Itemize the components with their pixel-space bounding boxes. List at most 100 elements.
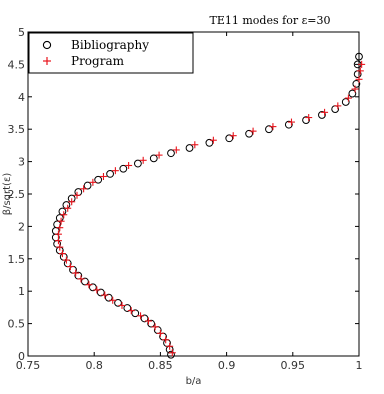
bibliography-point bbox=[318, 111, 326, 119]
legend-label-bibliography: Bibliography bbox=[71, 38, 149, 52]
bibliography-point bbox=[131, 309, 140, 318]
program-point bbox=[111, 167, 119, 175]
bibliography-point bbox=[96, 288, 105, 297]
program-point bbox=[351, 85, 359, 93]
bibliography-point bbox=[58, 207, 67, 216]
program-point bbox=[109, 296, 117, 304]
bibliography-point bbox=[284, 120, 293, 129]
bibliography-point bbox=[185, 144, 194, 152]
program-point bbox=[229, 132, 237, 140]
program-point bbox=[85, 281, 93, 289]
program-point bbox=[334, 102, 342, 110]
x-tick-label: 1 bbox=[356, 359, 363, 372]
bibliography-point bbox=[245, 129, 254, 138]
program-point bbox=[287, 118, 295, 126]
bibliography-point bbox=[265, 125, 273, 134]
bibliography-point bbox=[119, 164, 128, 173]
program-point bbox=[127, 307, 135, 315]
program-point bbox=[305, 114, 313, 122]
legend-label-program: Program bbox=[71, 54, 125, 68]
bibliography-point bbox=[133, 159, 142, 168]
program-point bbox=[139, 156, 147, 164]
y-axis-label: β/sqrt(ε) bbox=[2, 173, 13, 216]
y-tick-label: 0 bbox=[18, 350, 25, 363]
program-point bbox=[56, 243, 64, 251]
program-point bbox=[249, 127, 257, 135]
program-point bbox=[358, 60, 366, 68]
program-point bbox=[62, 256, 70, 264]
program-point bbox=[73, 191, 81, 199]
program-point bbox=[355, 75, 363, 83]
bibliography-point bbox=[94, 175, 103, 184]
bibliography-point bbox=[55, 214, 64, 222]
x-tick-label: 0.85 bbox=[148, 359, 173, 372]
bibliography-point bbox=[140, 314, 149, 323]
bibliography-point bbox=[167, 149, 175, 158]
bibliography-point bbox=[81, 277, 89, 286]
program-point bbox=[137, 312, 145, 320]
program-point bbox=[64, 204, 72, 212]
program-point bbox=[144, 317, 152, 325]
y-tick-label: 4.5 bbox=[8, 58, 26, 71]
legend-box bbox=[28, 32, 194, 74]
bibliography-point bbox=[149, 154, 158, 163]
program-point bbox=[89, 178, 97, 186]
plot-frame bbox=[27, 31, 360, 357]
bibliography-point bbox=[225, 134, 234, 143]
bibliography-point bbox=[114, 298, 122, 307]
bibliography-point bbox=[88, 283, 97, 292]
legend: Bibliography Program bbox=[28, 32, 194, 74]
bibliography-point bbox=[83, 181, 92, 190]
program-point bbox=[344, 94, 352, 102]
chart-title: TE11 modes for ε=30 bbox=[210, 14, 331, 27]
bibliography-point bbox=[352, 79, 361, 88]
program-point bbox=[156, 329, 164, 337]
bibliography-point bbox=[74, 188, 83, 196]
program-point bbox=[209, 136, 217, 144]
program-point bbox=[162, 336, 170, 344]
program-point bbox=[321, 108, 329, 116]
program-point bbox=[56, 224, 64, 232]
legend-marker-bibliography bbox=[42, 40, 52, 50]
program-point bbox=[168, 349, 176, 357]
x-tick-label: 0.75 bbox=[16, 359, 41, 372]
program-point bbox=[54, 230, 62, 238]
x-tick-label: 0.95 bbox=[281, 359, 306, 372]
y-tick-label: 4 bbox=[18, 91, 25, 104]
program-point bbox=[118, 301, 126, 309]
bibliography-point bbox=[302, 116, 310, 125]
program-point bbox=[125, 161, 133, 169]
x-tick-label: 0.9 bbox=[218, 359, 236, 372]
program-point bbox=[151, 323, 159, 331]
program-point bbox=[77, 275, 85, 283]
bibliography-point bbox=[355, 52, 363, 61]
y-tick-label: 3 bbox=[18, 156, 25, 169]
series-program bbox=[54, 60, 366, 357]
bibliography-point bbox=[104, 293, 113, 302]
y-tick-label: 0.5 bbox=[8, 318, 26, 331]
y-tick-label: 2.5 bbox=[8, 188, 26, 201]
bibliography-point bbox=[167, 350, 175, 359]
y-tick-label: 1 bbox=[18, 285, 25, 298]
program-point bbox=[60, 211, 68, 219]
bibliography-point bbox=[348, 89, 357, 98]
program-point bbox=[166, 342, 174, 350]
ticks: 0.75 0.8 0.85 0.9 0.95 1 0 0.5 1 1.5 2 2.5 3 3.5 4 4.5 5 bbox=[8, 26, 363, 372]
program-point bbox=[68, 198, 76, 206]
program-point bbox=[99, 173, 107, 181]
axes bbox=[27, 31, 360, 357]
program-point bbox=[172, 146, 180, 154]
bibliography-point bbox=[123, 304, 132, 312]
program-point bbox=[80, 185, 88, 193]
series-bibliography bbox=[51, 52, 363, 359]
x-axis-label: b/a bbox=[186, 376, 202, 387]
x-tick-label: 0.8 bbox=[85, 359, 103, 372]
bibliography-point bbox=[205, 138, 214, 147]
series bbox=[51, 52, 366, 359]
bibliography-point bbox=[62, 201, 71, 209]
bibliography-point bbox=[106, 170, 114, 178]
program-point bbox=[101, 291, 109, 299]
program-point bbox=[58, 250, 66, 258]
program-point bbox=[191, 141, 199, 149]
